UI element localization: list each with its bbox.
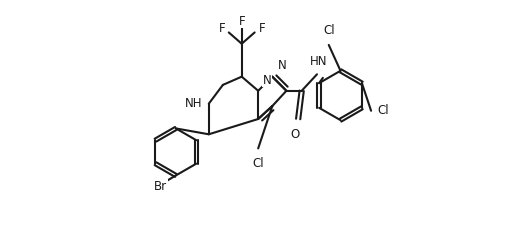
Text: Br: Br (154, 179, 167, 193)
Text: F: F (238, 15, 245, 28)
Text: Cl: Cl (252, 157, 264, 170)
Text: NH: NH (185, 97, 202, 110)
Text: F: F (259, 22, 265, 35)
Text: N: N (278, 60, 286, 72)
Text: F: F (218, 22, 225, 35)
Text: HN: HN (309, 55, 327, 68)
Text: Cl: Cl (377, 104, 389, 117)
Text: O: O (291, 128, 300, 141)
Text: Cl: Cl (323, 24, 335, 37)
Text: N: N (263, 74, 271, 87)
